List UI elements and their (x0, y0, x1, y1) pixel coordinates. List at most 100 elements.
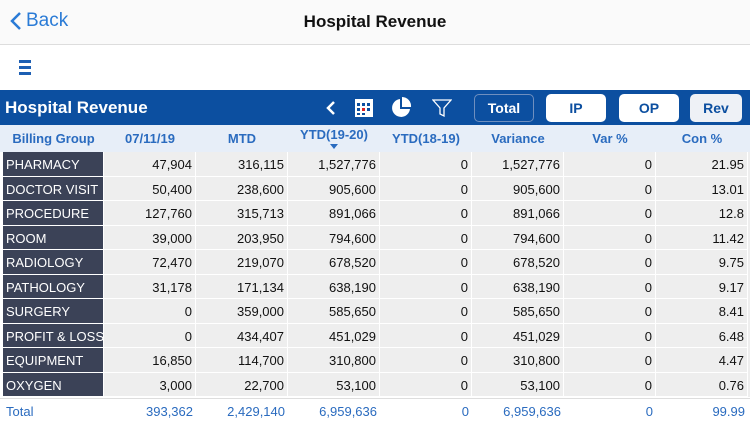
value-cell: 310,800 (472, 348, 564, 373)
value-cell: 0 (564, 348, 656, 373)
value-cell: 310,800 (288, 348, 380, 373)
value-cell: 16,850 (104, 348, 196, 373)
value-cell: 585,650 (288, 299, 380, 324)
value-cell: 0 (380, 299, 472, 324)
value-cell: 0 (564, 323, 656, 348)
billing-group-cell: DOCTOR VISIT (0, 176, 104, 201)
op-button[interactable]: OP (619, 94, 679, 122)
value-cell: 0 (380, 250, 472, 275)
value-cell: 638,190 (472, 274, 564, 299)
total-value: 0 (645, 404, 653, 419)
table-header: Billing Group 07/11/19 MTD YTD(19-20) YTD(18… (0, 125, 750, 152)
value-cell: 9.17 (656, 274, 748, 299)
rev-button[interactable]: Rev (690, 94, 742, 122)
hamburger-menu-icon[interactable] (19, 60, 31, 78)
billing-group-cell: SURGERY (0, 299, 104, 324)
value-cell: 238,600 (196, 176, 288, 201)
column-header[interactable]: Var % (592, 131, 628, 146)
pie-chart-icon[interactable] (390, 97, 412, 119)
billing-group-cell: PROCEDURE (0, 201, 104, 226)
column-header[interactable]: Billing Group (12, 131, 95, 146)
value-cell: 891,066 (288, 201, 380, 226)
value-cell: 585,650 (472, 299, 564, 324)
total-value: 393,362 (146, 404, 193, 419)
billing-group-cell: PROFIT & LOSS (0, 323, 104, 348)
value-cell: 171,134 (196, 274, 288, 299)
total-value: 6,959,636 (319, 404, 377, 419)
billing-group-cell: RADIOLOGY (0, 250, 104, 275)
column-header[interactable]: MTD (227, 131, 257, 146)
billing-group-cell: OXYGEN (0, 372, 104, 397)
total-value: 6,959,636 (503, 404, 561, 419)
value-cell: 1,527,776 (472, 152, 564, 177)
total-button[interactable]: Total (474, 94, 534, 122)
value-cell: 9.75 (656, 250, 748, 275)
back-button[interactable]: Back (10, 10, 68, 32)
column-header[interactable]: 07/11/19 (125, 131, 175, 146)
revenue-table: Billing Group 07/11/19 MTD YTD(19-20) YTD(18… (0, 125, 750, 397)
total-value: 2,429,140 (227, 404, 285, 419)
value-cell: 0 (380, 323, 472, 348)
table-row[interactable]: OXYGEN 3,000 22,700 53,100 0 53,100 0 0.76 (0, 372, 750, 397)
value-cell: 0 (380, 201, 472, 226)
table-row[interactable]: SURGERY 0 359,000 585,650 0 585,650 0 8.41 (0, 299, 750, 324)
table-row[interactable]: PROFIT & LOSS 0 434,407 451,029 0 451,029 0 6.4… (0, 323, 750, 348)
calendar-icon[interactable] (354, 96, 374, 118)
column-header[interactable]: YTD(19-20) (288, 125, 380, 152)
column-header[interactable]: Con % (681, 131, 723, 146)
ip-button[interactable]: IP (546, 94, 606, 122)
value-cell: 8.41 (656, 299, 748, 324)
value-cell: 0 (380, 274, 472, 299)
value-cell: 12.8 (656, 201, 748, 226)
value-cell: 905,600 (288, 176, 380, 201)
value-cell: 22,700 (196, 372, 288, 397)
table-row[interactable]: RADIOLOGY 72,470 219,070 678,520 0 678,520 0 9.… (0, 250, 750, 275)
value-cell: 114,700 (196, 348, 288, 373)
total-label: Total (6, 404, 34, 419)
value-cell: 0 (564, 250, 656, 275)
value-cell: 50,400 (104, 176, 196, 201)
filter-icon[interactable] (432, 98, 452, 118)
value-cell: 905,600 (472, 176, 564, 201)
table-row[interactable]: DOCTOR VISIT 50,400 238,600 905,600 0 905,600… (0, 176, 750, 201)
value-cell: 31,178 (104, 274, 196, 299)
value-cell: 0 (564, 201, 656, 226)
column-header[interactable]: Variance (491, 131, 545, 146)
value-cell: 794,600 (472, 225, 564, 250)
value-cell: 0 (380, 225, 472, 250)
column-header[interactable]: YTD(18-19) (392, 131, 460, 146)
billing-group-cell: ROOM (0, 225, 104, 250)
value-cell: 47,904 (104, 152, 196, 177)
table-row[interactable]: ROOM 39,000 203,950 794,600 0 794,600 0 11.42 (0, 225, 750, 250)
value-cell: 203,950 (196, 225, 288, 250)
value-cell: 53,100 (288, 372, 380, 397)
page-title: Hospital Revenue (303, 12, 447, 31)
value-cell: 1,527,776 (288, 152, 380, 177)
table-row[interactable]: PATHOLOGY 31,178 171,134 638,190 0 638,190 0 9.… (0, 274, 750, 299)
value-cell: 0 (564, 225, 656, 250)
value-cell: 434,407 (196, 323, 288, 348)
total-value: 99.99 (712, 404, 745, 419)
value-cell: 0 (380, 372, 472, 397)
menu-bar (0, 45, 750, 90)
value-cell: 638,190 (288, 274, 380, 299)
value-cell: 451,029 (472, 323, 564, 348)
value-cell: 21.95 (656, 152, 748, 177)
value-cell: 794,600 (288, 225, 380, 250)
back-label: Back (26, 10, 69, 31)
chevron-left-icon[interactable] (326, 100, 336, 116)
value-cell: 3,000 (104, 372, 196, 397)
table-row[interactable]: PHARMACY 47,904 316,115 1,527,776 0 1,527,776… (0, 152, 750, 177)
value-cell: 0 (564, 152, 656, 177)
total-value: 0 (461, 404, 469, 419)
value-cell: 0 (564, 372, 656, 397)
value-cell: 13.01 (656, 176, 748, 201)
billing-group-cell: PATHOLOGY (0, 274, 104, 299)
report-toolbar: Hospital Revenue Total IP OP Rev (0, 90, 750, 125)
value-cell: 127,760 (104, 201, 196, 226)
table-row[interactable]: PROCEDURE 127,760 315,713 891,066 0 891,066 0 1… (0, 201, 750, 226)
report-title: Hospital Revenue (5, 98, 148, 117)
value-cell: 451,029 (288, 323, 380, 348)
value-cell: 39,000 (104, 225, 196, 250)
table-row[interactable]: EQUIPMENT 16,850 114,700 310,800 0 310,800 0 4.… (0, 348, 750, 373)
